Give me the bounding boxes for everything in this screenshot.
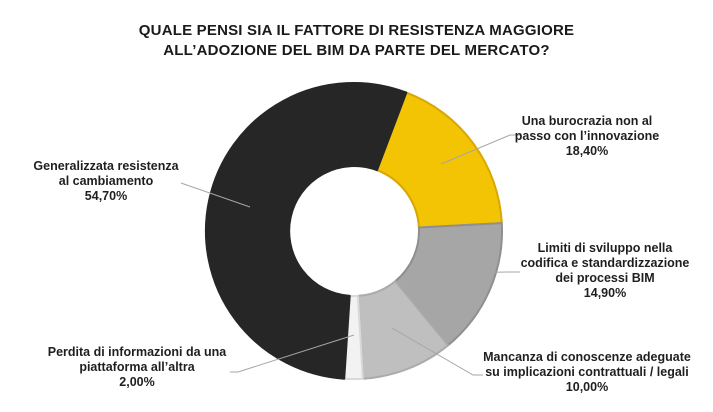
label-value: 2,00% xyxy=(119,375,155,389)
label-line: Una burocrazia non al xyxy=(521,114,653,128)
label-value: 18,40% xyxy=(565,144,609,158)
label-line: dei processi BIM xyxy=(555,271,655,285)
chart-title-line2: ALL’ADOZIONE DEL BIM DA PARTE DEL MERCAT… xyxy=(163,42,550,59)
donut-slice-4 xyxy=(204,82,408,380)
label-line: Limiti di sviluppo nella xyxy=(537,241,673,255)
slice-label-limiti: Limiti di sviluppo nella codifica e stan… xyxy=(475,241,713,301)
leader-line-3 xyxy=(230,334,355,373)
label-value: 14,90% xyxy=(583,286,627,300)
leader-line-2 xyxy=(391,327,483,376)
leader-line-0 xyxy=(440,134,520,165)
chart-title-line1: QUALE PENSI SIA IL FATTORE DI RESISTENZA… xyxy=(138,22,575,39)
label-line: Generalizzata resistenza xyxy=(33,159,179,173)
chart-title: QUALE PENSI SIA IL FATTORE DI RESISTENZA… xyxy=(0,21,713,61)
label-line: piattaforma all’altra xyxy=(79,360,195,374)
label-line: al cambiamento xyxy=(58,174,154,188)
slice-label-burocrazia: Una burocrazia non al passo con l’innova… xyxy=(457,114,713,159)
label-line: Mancanza di conoscenze adeguate xyxy=(483,350,691,364)
leader-line-1 xyxy=(451,271,520,274)
label-line: codifica e standardizzazione xyxy=(520,256,690,270)
label-line: su implicazioni contrattuali / legali xyxy=(485,365,689,379)
label-line: passo con l’innovazione xyxy=(514,129,660,143)
slice-label-mancanza: Mancanza di conoscenze adeguate su impli… xyxy=(457,350,713,395)
label-value: 54,70% xyxy=(84,189,128,203)
donut-slice-0 xyxy=(376,91,503,229)
leader-line-4 xyxy=(180,182,251,208)
label-line: Perdita di informazioni da una xyxy=(47,345,227,359)
slice-label-perdita: Perdita di informazioni da una piattafor… xyxy=(12,345,262,390)
slice-label-generalizzata: Generalizzata resistenza al cambiamento … xyxy=(6,159,206,204)
label-value: 10,00% xyxy=(565,380,609,394)
